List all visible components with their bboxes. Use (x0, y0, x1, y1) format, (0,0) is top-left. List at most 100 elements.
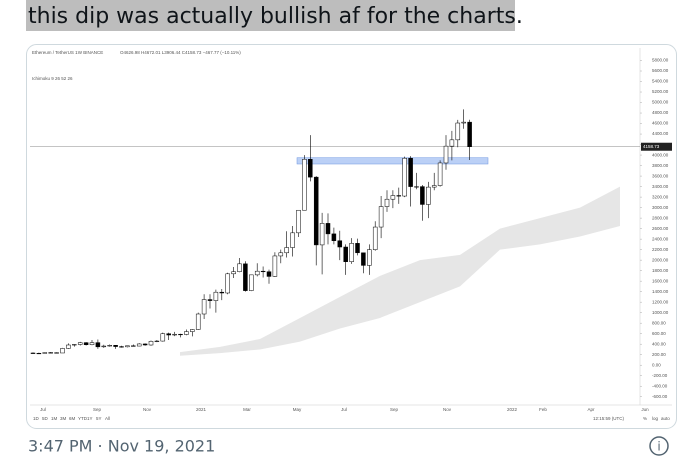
y-tick-label: 5200.00 (652, 89, 669, 94)
candle-body (284, 247, 289, 254)
candle-body (148, 341, 154, 346)
candle-body (119, 346, 124, 348)
candle-body (378, 206, 384, 228)
candle-body (83, 342, 89, 345)
candle-body (160, 333, 166, 342)
candle-body (231, 271, 236, 275)
candle-body (95, 342, 101, 348)
y-tick-label: 400.00 (652, 341, 666, 346)
candle-body (142, 343, 148, 346)
y-tick-label: 4600.00 (652, 121, 669, 126)
candle-body (319, 223, 325, 246)
candle-body (178, 333, 183, 336)
image-frame[interactable] (26, 44, 677, 429)
candle-body (302, 159, 307, 211)
y-tick-label: 600.00 (652, 331, 666, 336)
y-tick-label: 3400.00 (652, 184, 669, 189)
x-tick-label: Nov (443, 407, 452, 412)
candle-body (455, 122, 461, 141)
candle-body (367, 249, 372, 266)
y-tick-label: 5400.00 (652, 79, 669, 84)
candle-body (461, 121, 466, 124)
candle-body (125, 345, 130, 348)
candle-body (42, 352, 48, 354)
y-tick-label: 800.00 (652, 320, 666, 325)
x-tick-label: Feb (539, 407, 547, 412)
x-tick-label: Apr (587, 407, 595, 412)
candle-body (384, 198, 390, 207)
candle-body (219, 291, 225, 294)
support-zone (296, 157, 489, 165)
candle-body (72, 344, 77, 346)
text-highlight (26, 0, 515, 31)
timeframe: 1D (33, 416, 40, 421)
price-tag-label: 4158.73 (643, 144, 660, 149)
x-tick-label: Nov (143, 407, 152, 412)
y-tick-label: 4000.00 (652, 152, 669, 157)
y-tick-label: 5800.00 (652, 58, 669, 63)
candle-body (296, 209, 301, 234)
candle-body (213, 291, 219, 301)
y-tick-label: 5600.00 (652, 68, 669, 73)
candle-body (467, 121, 472, 147)
candle-body (278, 252, 284, 257)
tweet-text: this dip was actually bullish af for the… (28, 4, 523, 29)
x-tick-label: Jul (40, 407, 46, 412)
candle-body (254, 270, 260, 276)
y-tick-label: 3200.00 (652, 194, 669, 199)
candle-body (313, 176, 319, 246)
x-tick-label: Mar (243, 407, 251, 412)
y-tick-label: 2400.00 (652, 236, 669, 241)
chart-title: Ethereum / TetherUS 1W BINANCE (32, 50, 103, 55)
candle-body (77, 342, 83, 345)
candle-body (101, 345, 107, 348)
scale-option: auto (661, 416, 670, 421)
candle-body (195, 313, 201, 330)
y-tick-label: -400.00 (652, 383, 668, 388)
candle-body (308, 159, 313, 178)
candle-body (66, 344, 71, 349)
y-tick-label: 1200.00 (652, 299, 669, 304)
y-tick-label: 3800.00 (652, 163, 669, 168)
y-tick-label: 4400.00 (652, 131, 669, 136)
indicator: Ichimoku 9 26 52 26 (32, 76, 73, 81)
candle-body (426, 186, 431, 205)
y-tick-label: 2000.00 (652, 257, 669, 262)
candle-body (207, 299, 213, 301)
candle-body (420, 186, 425, 205)
x-tick-label: Sep (390, 407, 399, 412)
candle-body (402, 157, 407, 197)
x-tick-label: May (293, 407, 302, 412)
candle-body (113, 345, 118, 347)
candle-body (396, 195, 402, 197)
candle-body (225, 273, 230, 294)
scale-option: log (652, 416, 659, 421)
candle-body (343, 246, 348, 262)
candle-body (325, 223, 331, 235)
candle-body (437, 162, 443, 186)
y-tick-label: 4800.00 (652, 110, 669, 115)
candle-body (266, 271, 272, 277)
x-tick-label: Jun (641, 407, 649, 412)
candle-body (60, 348, 65, 354)
y-tick-label: 1600.00 (652, 278, 669, 283)
y-tick-label: 200.00 (652, 352, 666, 357)
info-icon[interactable] (649, 436, 669, 456)
timeframe: 6M (69, 416, 76, 421)
candle-body (190, 329, 195, 332)
info-icon-glyph: i (657, 440, 660, 454)
ichimoku-cloud (180, 186, 620, 356)
timeframe: 5D (42, 416, 49, 421)
candle-body (272, 255, 278, 277)
candle-body (390, 195, 396, 200)
y-tick-label: 3000.00 (652, 205, 669, 210)
candle-body (166, 333, 171, 336)
y-tick-label: 2800.00 (652, 215, 669, 220)
candle-body (131, 345, 136, 347)
y-tick-label: -600.00 (652, 394, 668, 399)
candle-body (431, 185, 437, 188)
timeframe: YTD (78, 416, 88, 421)
y-tick-label: 1400.00 (652, 289, 669, 294)
candle-body (89, 342, 95, 345)
